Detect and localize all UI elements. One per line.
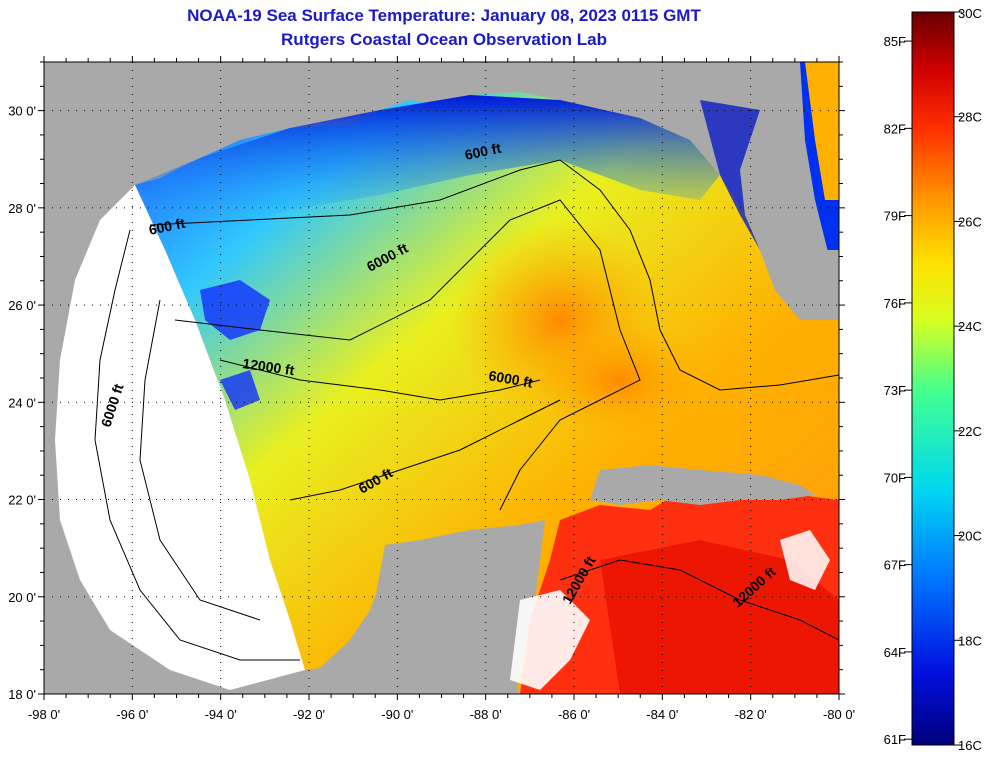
bathymetry-contours: [94, 159, 839, 661]
y-tick-label: 20 0': [8, 590, 36, 605]
caribbean-warm-core: [600, 540, 839, 694]
colorbar-fahrenheit-label: 61F: [884, 732, 906, 747]
latitude-axis: 30 0' 28 0' 26 0' 24 0' 22 0' 20 0' 18 0': [8, 61, 845, 702]
colorbar-fahrenheit-label: 67F: [884, 558, 906, 573]
contour-label: 600 ft: [147, 215, 186, 238]
colorbar-celsius-label: 24C: [958, 319, 982, 334]
contour-12000ft-carib: [559, 559, 839, 641]
colorbar-celsius-label: 28C: [958, 110, 982, 125]
colorbar-celsius-label: 16C: [958, 738, 982, 753]
x-tick-label: -94 0': [205, 707, 237, 722]
colorbar-celsius-label: 22C: [958, 424, 982, 439]
y-tick-label: 22 0': [8, 493, 36, 508]
florida-land: [740, 62, 839, 320]
y-tick-label: 18 0': [8, 687, 36, 702]
x-tick-label: -82 0': [735, 707, 767, 722]
colorbar: 85F 82F 79F 76F 73F 70F 67F 64F 61F 30C 28C 26C 24C…: [884, 6, 982, 753]
contour-600ft-west: [94, 229, 300, 661]
colorbar-fahrenheit-label: 73F: [884, 383, 906, 398]
yucatan-land: [375, 520, 545, 694]
x-tick-label: -84 0': [646, 707, 678, 722]
contour-12000ft: [219, 359, 541, 401]
contour-600ft-north: [149, 159, 839, 391]
colorbar-fahrenheit-labels: 85F 82F 79F 76F 73F 70F 67F 64F 61F: [884, 34, 912, 747]
cloud-mask: [510, 590, 590, 690]
contour-6000ft: [174, 199, 641, 511]
contour-label: 12000 ft: [242, 355, 296, 378]
map-subtitle: Rutgers Coastal Ocean Observation Lab: [281, 30, 607, 49]
y-tick-label: 24 0': [8, 395, 36, 410]
cloud-mask: [780, 530, 830, 590]
no-data-swath: [55, 185, 305, 690]
colorbar-celsius-label: 26C: [958, 214, 982, 229]
colorbar-celsius-label: 30C: [958, 6, 982, 21]
colorbar-celsius-labels: 30C 28C 26C 24C 22C 20C 18C 16C: [954, 6, 982, 753]
x-tick-label: -86 0': [558, 707, 590, 722]
x-tick-label: -92 0': [293, 707, 325, 722]
x-tick-label: -80 0': [823, 707, 855, 722]
colorbar-fahrenheit-label: 82F: [884, 121, 906, 136]
gulf-stream-warm: [805, 62, 839, 200]
cuba-land: [590, 465, 815, 505]
contour-6000ft-west: [139, 299, 261, 621]
cold-shelf-water: [135, 95, 720, 235]
cold-patch: [220, 370, 260, 410]
x-tick-label: -96 0': [116, 707, 148, 722]
colorbar-gradient: [911, 11, 955, 746]
y-tick-label: 26 0': [8, 298, 36, 313]
map-title: NOAA-19 Sea Surface Temperature: January…: [187, 6, 701, 25]
x-tick-label: -88 0': [470, 707, 502, 722]
contour-600ft-south: [289, 399, 561, 501]
colorbar-celsius-label: 18C: [958, 633, 982, 648]
contour-label: 600 ft: [463, 140, 502, 163]
colorbar-fahrenheit-label: 64F: [884, 645, 906, 660]
longitude-axis: -98 0' -96 0' -94 0' -92 0' -90 0' -88 0' -86 …: [28, 56, 855, 722]
colorbar-fahrenheit-label: 70F: [884, 470, 906, 485]
map-area: [44, 62, 839, 694]
loop-current-extension: [530, 320, 710, 440]
colorbar-celsius-label: 20C: [958, 529, 982, 544]
y-tick-label: 28 0': [8, 201, 36, 216]
x-tick-label: -98 0': [28, 707, 60, 722]
y-tick-label: 30 0': [8, 104, 36, 119]
colorbar-fahrenheit-label: 85F: [884, 34, 906, 49]
colorbar-fahrenheit-label: 76F: [884, 296, 906, 311]
x-tick-label: -90 0': [381, 707, 413, 722]
colorbar-fahrenheit-label: 79F: [884, 209, 906, 224]
contour-label: 6000 ft: [487, 367, 534, 391]
